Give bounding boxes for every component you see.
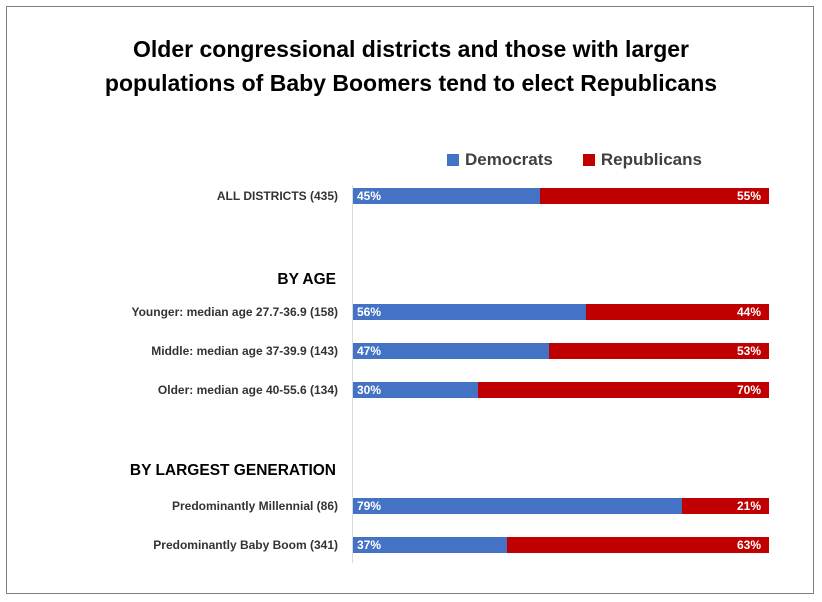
legend-swatch-republicans <box>582 154 595 166</box>
section-label: BY AGE <box>277 271 336 288</box>
chart-legend: Democrats Republicans <box>447 150 732 170</box>
chart-title-line-2: populations of Baby Boomers tend to elec… <box>104 70 718 96</box>
bar-democrats <box>353 382 478 398</box>
legend-label-republicans: Republicans <box>600 150 702 169</box>
bar-democrats <box>353 343 549 359</box>
category-label: Middle: median age 37-39.9 (143) <box>151 344 338 358</box>
category-label: ALL DISTRICTS (435) <box>216 189 338 203</box>
data-label-democrats: 47% <box>357 344 382 358</box>
bar-republicans <box>585 304 769 320</box>
bar-republicans <box>681 498 769 514</box>
data-label-republicans: 21% <box>736 499 761 513</box>
data-label-republicans: 70% <box>736 383 761 397</box>
bar-democrats <box>353 537 507 553</box>
data-label-republicans: 44% <box>736 305 761 319</box>
bar-republicans <box>540 188 769 204</box>
category-axis-line <box>352 185 353 563</box>
data-label-democrats: 56% <box>357 305 382 319</box>
data-label-democrats: 79% <box>357 499 382 513</box>
legend-item-republicans: Republicans <box>582 150 702 170</box>
chart-frame <box>6 6 814 594</box>
bar-democrats <box>353 498 682 514</box>
category-label: Predominantly Baby Boom (341) <box>153 538 338 552</box>
legend-swatch-democrats <box>447 154 459 166</box>
bar-republicans <box>506 537 769 553</box>
category-label: Younger: median age 27.7-36.9 (158) <box>131 305 338 319</box>
chart-title: Older congressional districts and those … <box>0 32 822 100</box>
data-label-republicans: 55% <box>736 189 761 203</box>
category-label: Older: median age 40-55.6 (134) <box>157 383 338 397</box>
data-label-democrats: 30% <box>357 383 382 397</box>
bar-democrats <box>353 188 541 204</box>
bar-democrats <box>353 304 586 320</box>
legend-item-democrats: Democrats <box>447 150 553 170</box>
data-label-democrats: 45% <box>357 189 382 203</box>
category-label: Predominantly Millennial (86) <box>171 499 338 513</box>
legend-label-democrats: Democrats <box>465 150 553 169</box>
bar-republicans <box>548 343 769 359</box>
bar-republicans <box>477 382 769 398</box>
data-label-republicans: 53% <box>736 344 761 358</box>
data-label-democrats: 37% <box>357 538 382 552</box>
chart-title-line-1: Older congressional districts and those … <box>133 36 689 62</box>
section-label: BY LARGEST GENERATION <box>129 462 336 479</box>
data-label-republicans: 63% <box>736 538 761 552</box>
